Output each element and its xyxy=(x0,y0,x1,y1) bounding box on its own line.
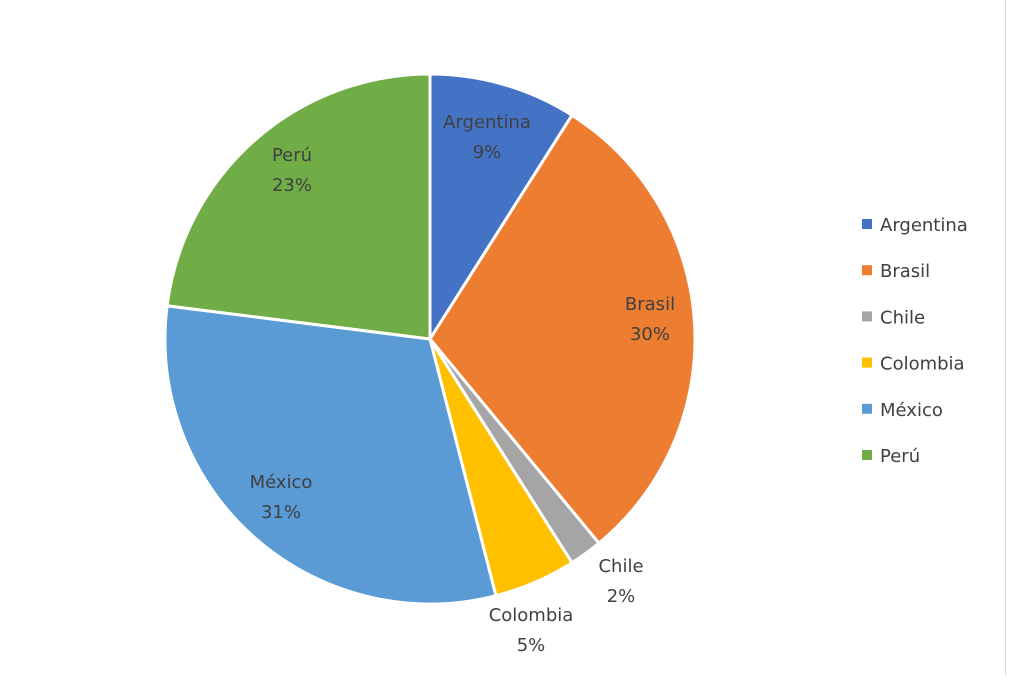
legend-label: Brasil xyxy=(880,261,930,282)
data-label-value: 23% xyxy=(272,175,312,196)
data-label-category: Colombia xyxy=(489,605,574,626)
data-label-category: Chile xyxy=(598,556,643,577)
legend-swatch xyxy=(862,311,872,322)
data-label-category: México xyxy=(250,472,313,493)
legend-swatch xyxy=(862,265,872,276)
data-label-value: 9% xyxy=(473,142,502,163)
pie-slice-perú xyxy=(165,72,432,341)
data-label-value: 5% xyxy=(517,635,546,656)
data-label-category: Perú xyxy=(272,145,312,166)
legend-label: México xyxy=(880,400,943,421)
legend-swatch xyxy=(862,219,872,229)
data-label-value: 2% xyxy=(607,586,636,607)
pie-slice-brasil xyxy=(428,113,697,546)
legend-label: Colombia xyxy=(880,354,965,375)
chart-border xyxy=(1005,0,1006,676)
data-label-category: Argentina xyxy=(443,112,531,133)
legend-swatch xyxy=(862,450,872,460)
legend-label: Argentina xyxy=(880,215,968,236)
data-label-value: 31% xyxy=(261,502,301,523)
data-label-value: 30% xyxy=(630,324,670,345)
legend-swatch xyxy=(862,403,872,414)
legend-label: Perú xyxy=(880,446,920,467)
legend-label: Chile xyxy=(880,307,925,328)
pie-slice-méxico xyxy=(163,304,498,606)
pie-slice-argentina xyxy=(428,72,575,345)
legend-swatch xyxy=(862,357,872,368)
data-label-category: Brasil xyxy=(625,294,675,315)
